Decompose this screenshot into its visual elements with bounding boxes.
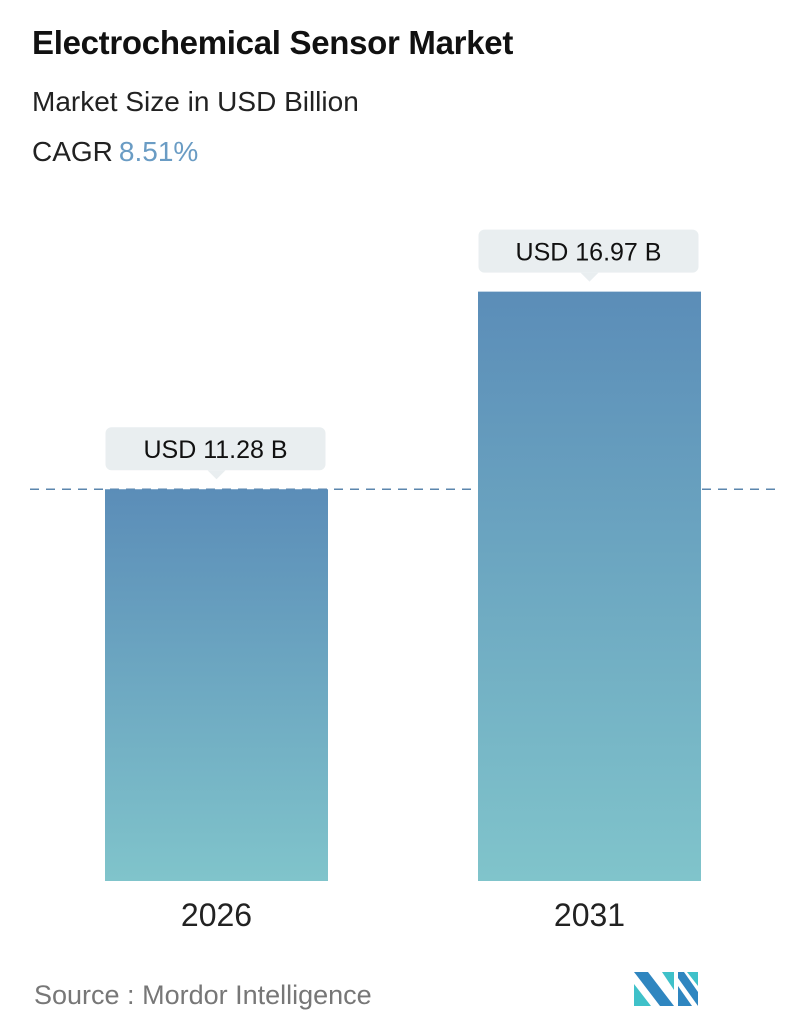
data-label: USD 16.97 B — [516, 239, 662, 267]
bar-chart: USD 11.28 B 2026 USD 16.97 B 2031 — [30, 229, 780, 933]
mordor-intelligence-logo — [634, 972, 698, 1006]
x-tick-label: 2031 — [554, 897, 625, 933]
cagr: CAGR 8.51% — [32, 136, 198, 168]
cagr-value: 8.51% — [118, 136, 199, 167]
data-label-pointer — [207, 470, 226, 480]
data-label-box — [105, 427, 326, 471]
bar-2031 — [478, 291, 701, 881]
data-label: USD 11.28 B — [143, 436, 287, 464]
source-label: Source : — [34, 980, 135, 1010]
cagr-label: CAGR — [32, 136, 113, 167]
data-label-box — [478, 229, 699, 273]
x-tick-label: 2026 — [181, 897, 252, 933]
data-label-pointer — [580, 272, 599, 282]
chart-title: Electrochemical Sensor Market — [32, 24, 514, 61]
source-value: Mordor Intelligence — [142, 980, 372, 1010]
chart-subtitle: Market Size in USD Billion — [32, 86, 359, 117]
source: Source : Mordor Intelligence — [34, 980, 372, 1011]
bar-2026 — [105, 489, 328, 881]
